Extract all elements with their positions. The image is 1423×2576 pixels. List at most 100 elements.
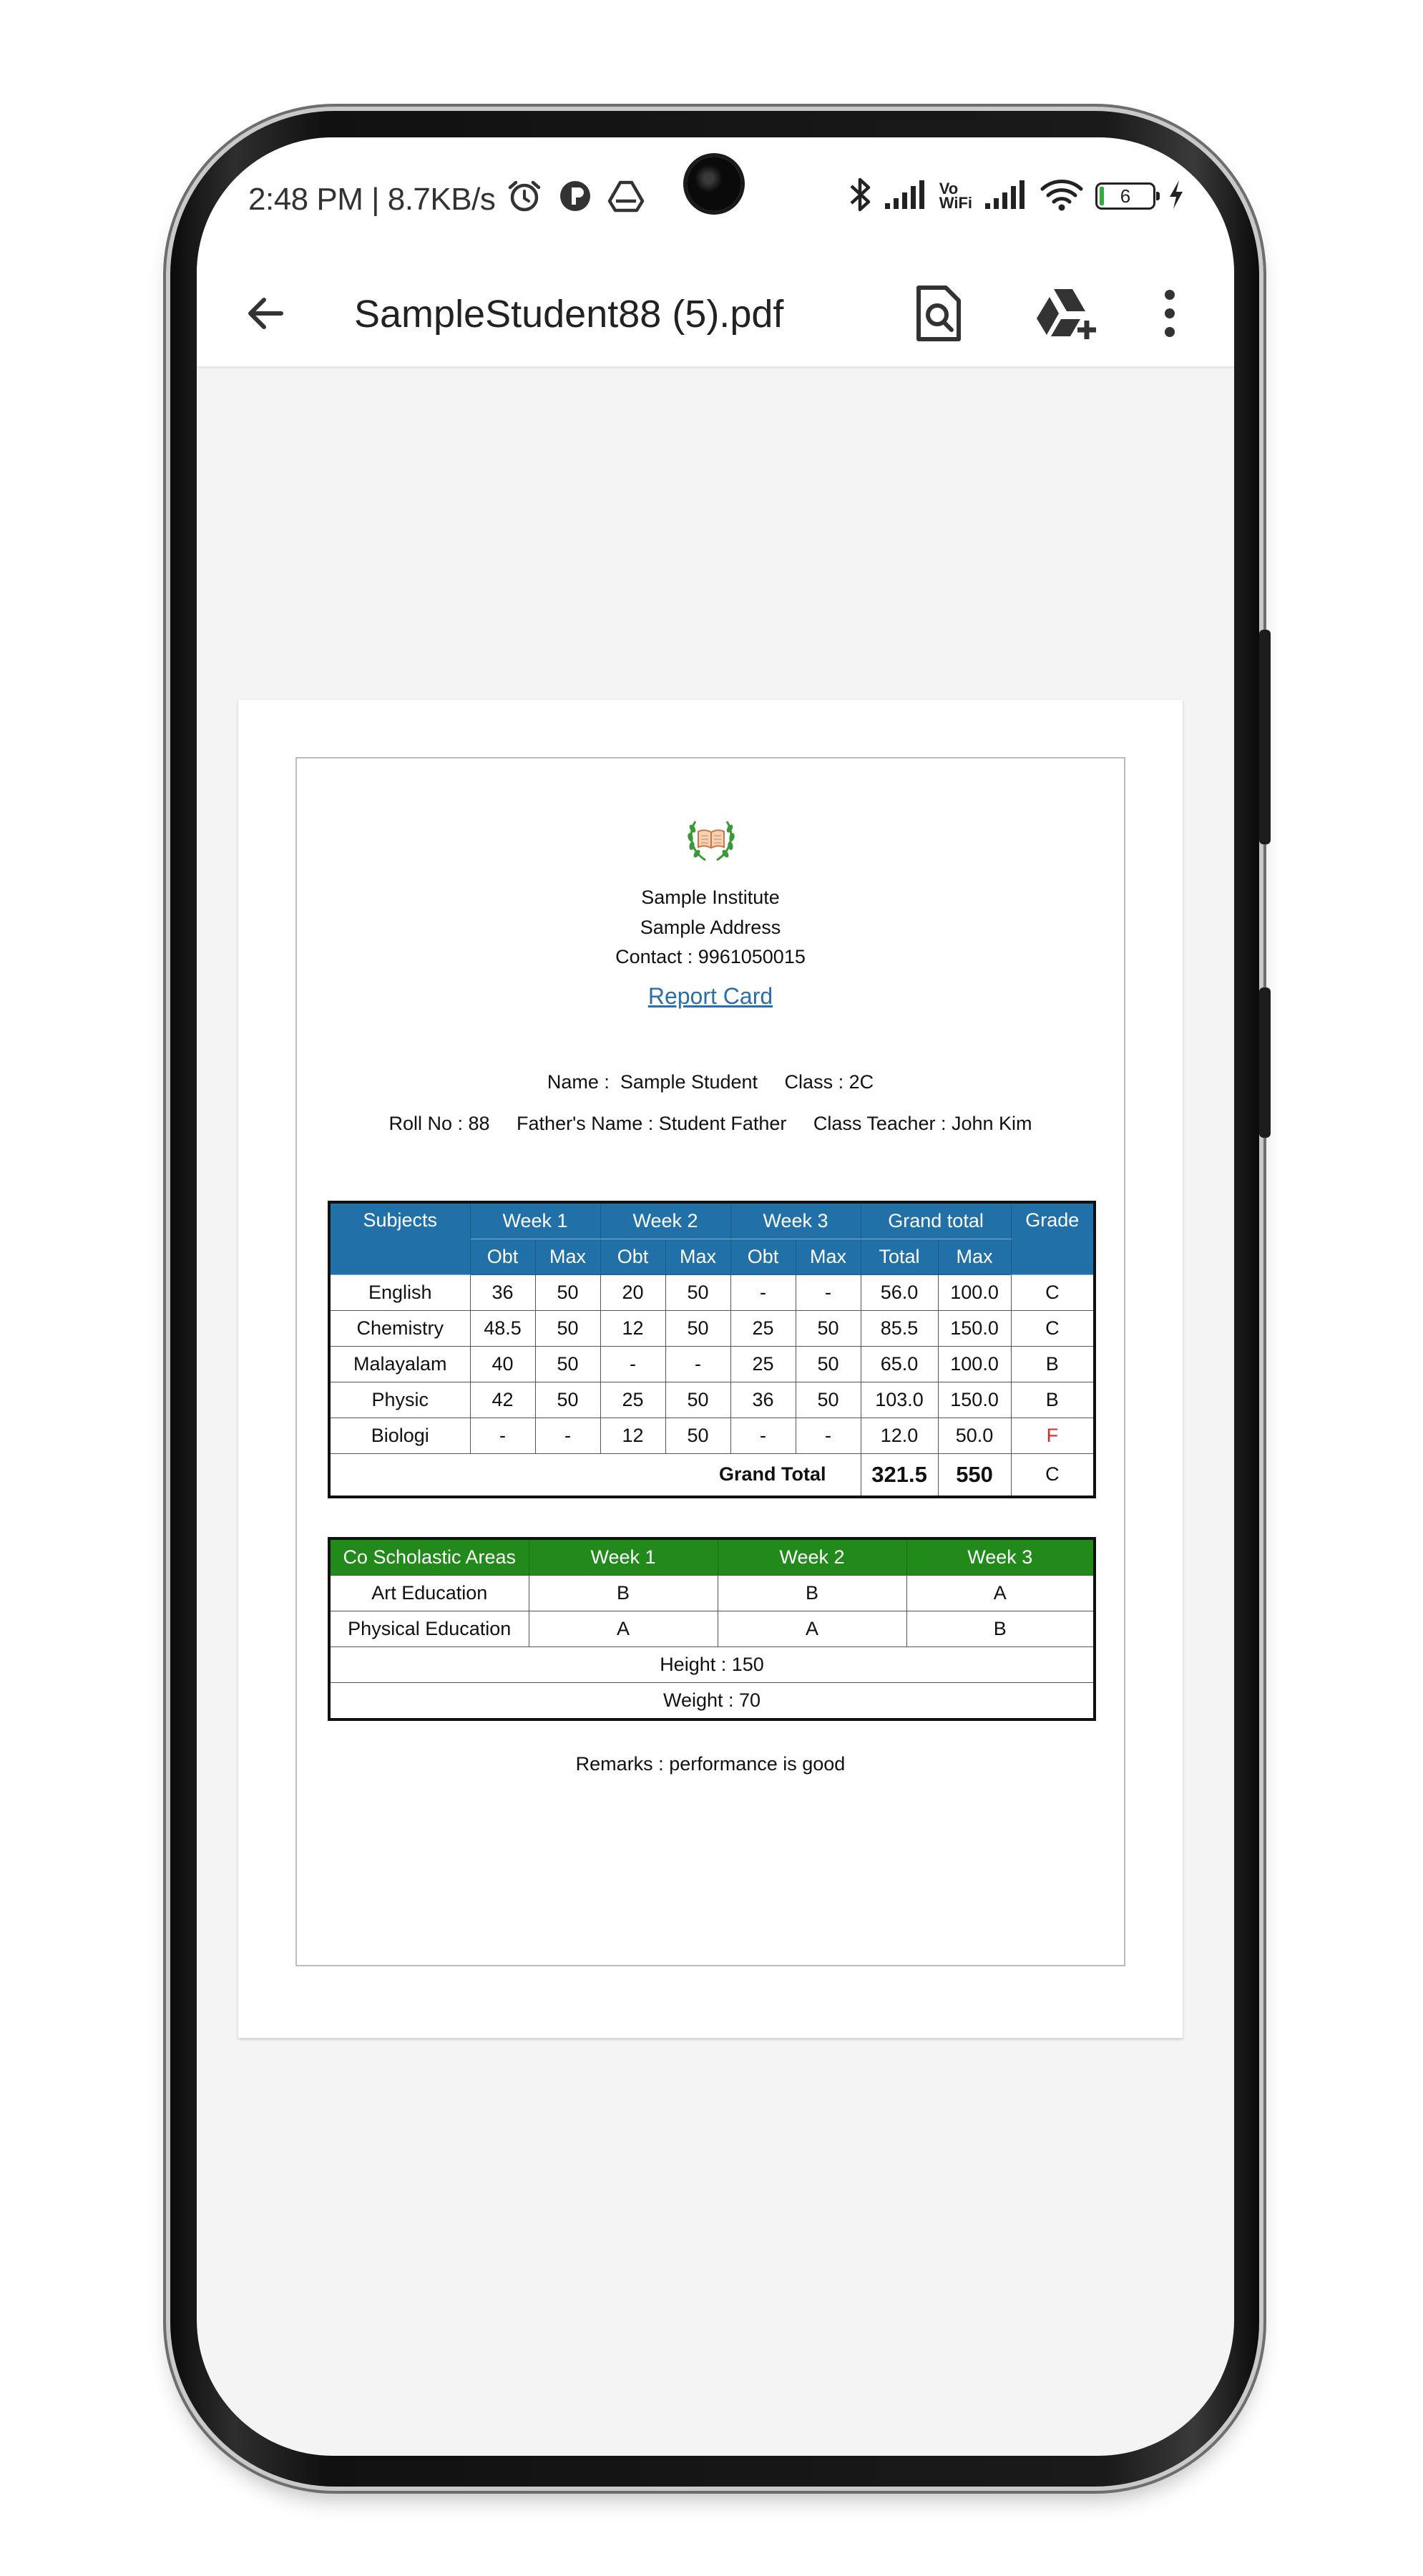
mark-cell: 25	[730, 1310, 796, 1347]
subject-cell: Malayalam	[328, 1346, 471, 1382]
table-row: Art Education B B A	[328, 1575, 1095, 1611]
max-cell: 150.0	[937, 1382, 1012, 1418]
search-document-icon	[916, 286, 961, 341]
subheader-max: Max	[534, 1239, 601, 1275]
table-row: Physical Education A A B	[328, 1611, 1095, 1647]
grade-cell: A	[528, 1611, 718, 1647]
header-grade: Grade	[1010, 1201, 1095, 1275]
header-week-1: Week 1	[528, 1538, 718, 1576]
mark-cell: -	[730, 1418, 796, 1454]
table-row: English 36 50 20 50 - - 56.0 100.0 C	[328, 1274, 1095, 1311]
grand-total-label: Grand Total	[328, 1453, 861, 1497]
subheader-obt: Obt	[730, 1239, 796, 1275]
page-border	[295, 757, 1125, 1966]
report-card-title: Report Card	[647, 983, 773, 1009]
mark-cell: 50	[534, 1382, 601, 1418]
weight-row: Weight : 70	[328, 1682, 1095, 1720]
battery-level-text: 6	[1120, 185, 1131, 207]
mark-cell: 25	[730, 1346, 796, 1382]
subheader-max: Max	[937, 1239, 1012, 1275]
battery-level-fill	[1100, 187, 1104, 205]
max-cell: 150.0	[937, 1310, 1012, 1347]
table-row: Physic 42 50 25 50 36 50 103.0 150.0 B	[328, 1382, 1095, 1418]
mark-cell: 50	[665, 1382, 731, 1418]
mark-cell: 50	[665, 1418, 731, 1454]
subheader-max: Max	[795, 1239, 861, 1275]
area-cell: Art Education	[328, 1575, 529, 1611]
max-cell: 100.0	[937, 1274, 1012, 1311]
bluetooth-icon	[848, 175, 872, 218]
grade-cell: A	[717, 1611, 907, 1647]
total-cell: 85.5	[860, 1310, 939, 1347]
signal-icon	[984, 179, 1028, 214]
total-cell: 65.0	[860, 1346, 939, 1382]
subheader-obt: Obt	[600, 1239, 666, 1275]
marks-table: Subjects Week 1 Week 2 Week 3 Grand tota…	[328, 1201, 1097, 1498]
drive-notification-icon	[607, 179, 645, 217]
grade-cell: C	[1010, 1310, 1095, 1347]
mark-cell: 50	[534, 1274, 601, 1311]
height-cell: Height : 150	[328, 1646, 1095, 1683]
arrow-back-icon	[248, 298, 283, 329]
grand-total-grade: C	[1010, 1453, 1095, 1497]
alarm-icon	[506, 177, 543, 218]
student-name-class: Name : Sample Student Class : 2C	[547, 1071, 874, 1093]
institute-book-laurel-icon	[688, 821, 735, 862]
battery-icon: 6	[1095, 182, 1160, 210]
remarks: Remarks : performance is good	[575, 1753, 846, 1775]
grade-cell: B	[906, 1611, 1095, 1647]
status-system-icons: Vo WiFi 6	[848, 173, 1185, 219]
grade-cell: B	[528, 1575, 718, 1611]
mark-cell: 50	[795, 1310, 861, 1347]
subheader-max: Max	[665, 1239, 731, 1275]
grand-total-max: 550	[937, 1453, 1012, 1497]
charging-icon	[1167, 179, 1185, 214]
mark-cell: -	[665, 1346, 731, 1382]
grade-cell: A	[906, 1575, 1095, 1611]
phone-screen: 2:48 PM | 8.7KB/s Vo WiFi	[197, 137, 1234, 2456]
circle-app-icon	[557, 178, 593, 218]
vowifi-bottom: WiFi	[939, 194, 972, 212]
status-bar: 2:48 PM | 8.7KB/s Vo WiFi	[197, 137, 1234, 259]
max-cell: 50.0	[937, 1418, 1012, 1454]
total-cell: 103.0	[860, 1382, 939, 1418]
header-week-3: Week 3	[906, 1538, 1095, 1576]
total-cell: 12.0	[860, 1418, 939, 1454]
grand-total-obtained: 321.5	[860, 1453, 939, 1497]
pdf-page[interactable]: Sample Institute Sample Address Contact …	[238, 700, 1183, 2038]
subject-cell: Physic	[328, 1382, 471, 1418]
mark-cell: 36	[730, 1382, 796, 1418]
table-row: Malayalam 40 50 - - 25 50 65.0 100.0 B	[328, 1346, 1095, 1382]
add-to-drive-button[interactable]	[1032, 283, 1104, 343]
mark-cell: 48.5	[469, 1310, 536, 1347]
status-notification-icons	[506, 176, 645, 219]
total-cell: 56.0	[860, 1274, 939, 1311]
mark-cell: 25	[600, 1382, 666, 1418]
drive-add-icon	[1037, 289, 1096, 339]
power-button	[1259, 987, 1271, 1138]
mark-cell: 50	[534, 1346, 601, 1382]
mark-cell: -	[600, 1346, 666, 1382]
mark-cell: -	[534, 1418, 601, 1454]
header-subjects: Subjects	[328, 1201, 471, 1275]
more-options-button[interactable]	[1148, 283, 1191, 343]
mark-cell: 50	[665, 1310, 731, 1347]
institute-address: Sample Address	[640, 917, 781, 938]
header-week-2: Week 2	[600, 1201, 731, 1239]
status-time: 2:48 PM | 8.7KB/s	[248, 182, 496, 217]
area-cell: Physical Education	[328, 1611, 529, 1647]
back-button[interactable]	[240, 288, 291, 339]
mark-cell: 40	[469, 1346, 536, 1382]
vowifi-icon: Vo WiFi	[939, 181, 972, 212]
mark-cell: 50	[795, 1382, 861, 1418]
search-document-button[interactable]	[909, 283, 969, 343]
grade-cell-fail: F	[1010, 1418, 1095, 1454]
header-co-scholastic-areas: Co Scholastic Areas	[328, 1538, 529, 1576]
subheader-obt: Obt	[469, 1239, 536, 1275]
subject-cell: Biologi	[328, 1418, 471, 1454]
header-week-2: Week 2	[717, 1538, 907, 1576]
mark-cell: -	[730, 1274, 796, 1311]
mark-cell: -	[795, 1418, 861, 1454]
mark-cell: 20	[600, 1274, 666, 1311]
mark-cell: 50	[795, 1346, 861, 1382]
